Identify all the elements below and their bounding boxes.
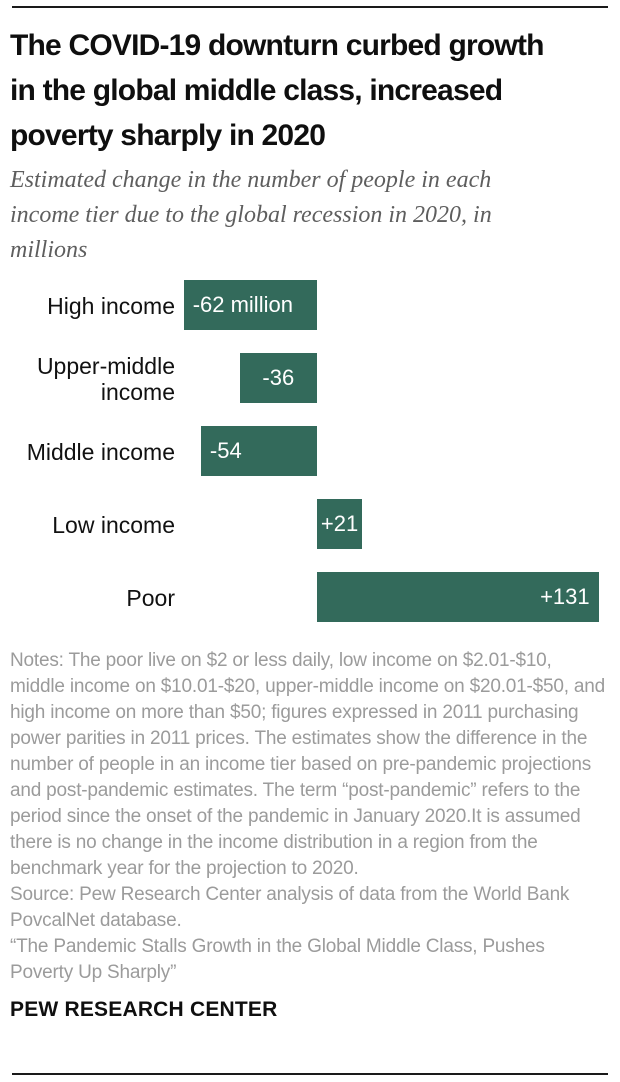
category-label: Middle income	[26, 438, 175, 465]
title-line-2: in the global middle class, increased	[10, 74, 503, 107]
bar-value-label: -54	[209, 438, 242, 463]
value-bar: -54	[200, 426, 317, 476]
bar-area: +21	[175, 488, 610, 561]
subtitle-line-3: millions	[10, 237, 88, 263]
bar-value-label: -62 million	[192, 292, 293, 317]
title-line-1: The COVID-19 downturn curbed growth	[10, 29, 544, 62]
top-rule	[12, 6, 608, 8]
chart-title: The COVID-19 downturn curbed growth in t…	[10, 23, 610, 158]
bar-value-label: +131	[540, 584, 590, 609]
bottom-rule	[12, 1073, 608, 1075]
value-bar: +131	[317, 572, 599, 622]
bar-chart: High income -62 million Upper-middle incom…	[10, 269, 610, 634]
subtitle-line-2: income tier due to the global recession …	[10, 202, 492, 228]
source-text: Source: Pew Research Center analysis of …	[10, 884, 570, 931]
chart-row: Upper-middle income -36	[10, 342, 610, 415]
bar-area: -62 million	[175, 269, 610, 342]
category-label: Upper-middle income	[36, 352, 175, 405]
chart-row: Low income +21	[10, 488, 610, 561]
bar-area: +131	[175, 561, 610, 634]
chart-row: Middle income -54	[10, 415, 610, 488]
bar-area: -36	[175, 342, 610, 415]
category-label: Poor	[126, 584, 175, 611]
notes-text: Notes: The poor live on $2 or less daily…	[10, 650, 605, 879]
title-line-3: poverty sharply in 2020	[10, 119, 326, 152]
subtitle-line-1: Estimated change in the number of people…	[10, 167, 492, 193]
brand-footer: PEW RESEARCH CENTER	[10, 998, 278, 1021]
report-quote: “The Pandemic Stalls Growth in the Globa…	[10, 936, 545, 983]
value-bar: -62 million	[183, 280, 317, 330]
chart-row: High income -62 million	[10, 269, 610, 342]
category-label: High income	[47, 292, 175, 319]
chart-subtitle: Estimated change in the number of people…	[10, 163, 610, 268]
value-bar: -36	[239, 353, 317, 403]
chart-row: Poor +131	[10, 561, 610, 634]
bar-value-label: +21	[320, 511, 359, 536]
bar-area: -54	[175, 415, 610, 488]
value-bar: +21	[317, 499, 363, 549]
category-label: Low income	[52, 511, 175, 538]
bar-value-label: -36	[262, 365, 295, 390]
